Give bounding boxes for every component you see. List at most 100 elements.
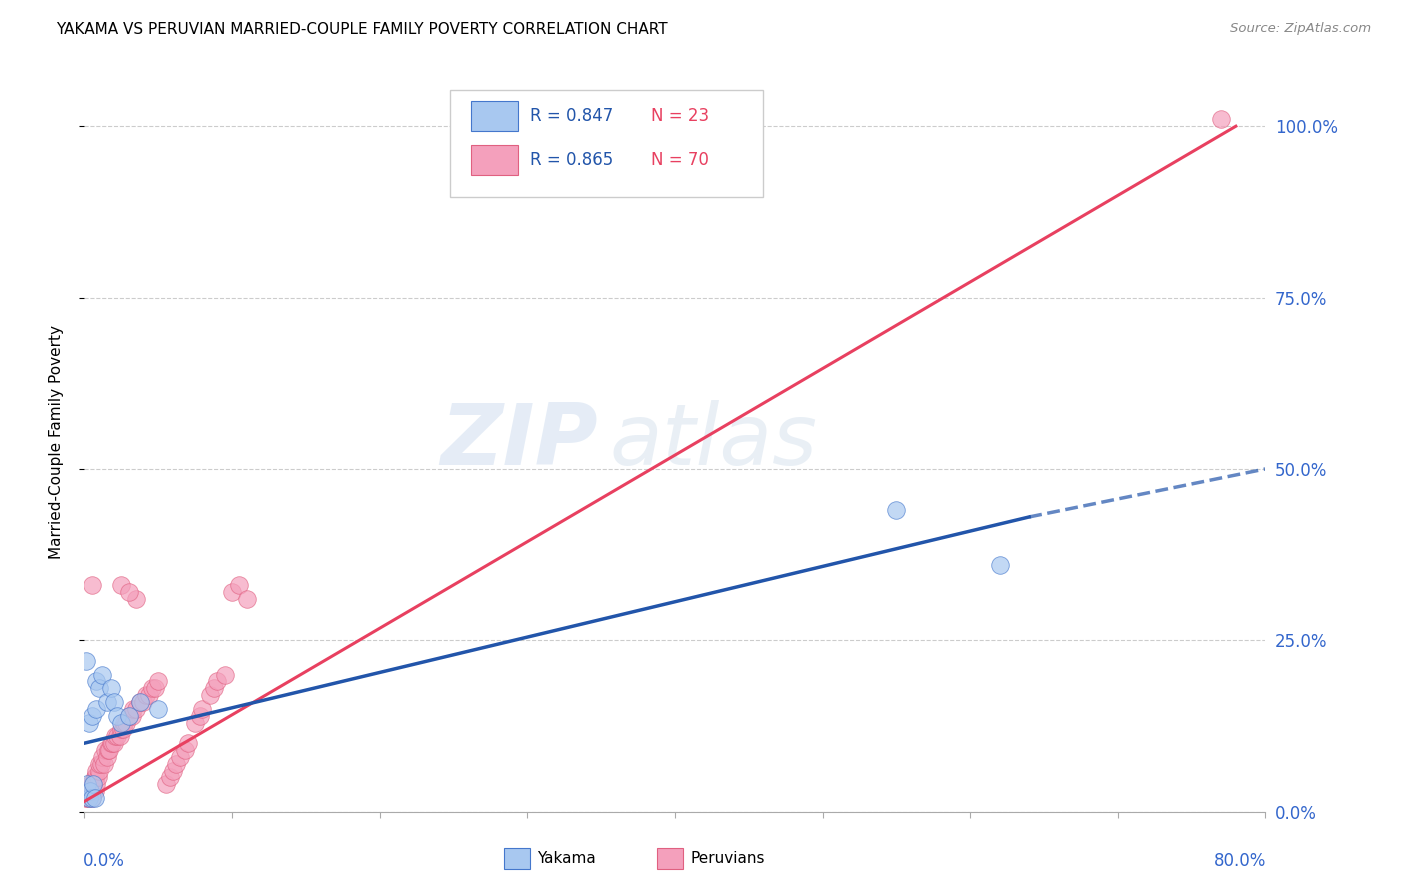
Point: [80, 578, 103, 592]
Point: [155, 777, 177, 791]
Point: [82, 777, 104, 791]
Point: [84, 777, 107, 791]
Point: [188, 708, 211, 723]
Point: [184, 715, 207, 730]
FancyBboxPatch shape: [471, 145, 517, 175]
Point: [76, 791, 98, 805]
Point: [89, 681, 111, 696]
Point: [76, 777, 98, 791]
Point: [988, 558, 1011, 572]
Point: [236, 592, 259, 607]
Point: [110, 723, 132, 737]
FancyBboxPatch shape: [657, 848, 683, 869]
Point: [132, 695, 155, 709]
Point: [75, 654, 97, 668]
Point: [98, 743, 121, 757]
Point: [83, 791, 105, 805]
Point: [103, 736, 125, 750]
Point: [103, 695, 125, 709]
Point: [76, 784, 98, 798]
Point: [118, 708, 141, 723]
Point: [83, 771, 105, 785]
Point: [82, 777, 104, 791]
Point: [91, 667, 114, 681]
Text: Peruvians: Peruvians: [690, 851, 765, 866]
Point: [221, 585, 243, 599]
Text: ZIP: ZIP: [440, 400, 598, 483]
Text: Yakama: Yakama: [537, 851, 596, 866]
Point: [77, 715, 100, 730]
Point: [84, 764, 107, 778]
Text: R = 0.847: R = 0.847: [530, 107, 613, 125]
Point: [105, 708, 128, 723]
Point: [122, 702, 145, 716]
Point: [79, 777, 101, 791]
Point: [141, 681, 163, 696]
Point: [89, 756, 111, 771]
Point: [105, 729, 128, 743]
Point: [91, 750, 114, 764]
Point: [198, 688, 221, 702]
Point: [100, 736, 122, 750]
Point: [90, 756, 112, 771]
Point: [112, 715, 135, 730]
Point: [101, 736, 124, 750]
Point: [191, 702, 214, 716]
Point: [125, 592, 148, 607]
Point: [114, 715, 136, 730]
Point: [96, 750, 118, 764]
FancyBboxPatch shape: [450, 90, 763, 197]
Point: [138, 688, 160, 702]
Point: [77, 791, 100, 805]
Point: [173, 743, 195, 757]
Point: [84, 702, 107, 716]
Text: YAKAMA VS PERUVIAN MARRIED-COUPLE FAMILY POVERTY CORRELATION CHART: YAKAMA VS PERUVIAN MARRIED-COUPLE FAMILY…: [56, 22, 668, 37]
Point: [118, 708, 141, 723]
Point: [79, 784, 101, 798]
Text: atlas: atlas: [610, 400, 818, 483]
Point: [110, 578, 132, 592]
Point: [177, 736, 200, 750]
Point: [202, 681, 225, 696]
Text: N = 70: N = 70: [651, 152, 709, 169]
Point: [110, 715, 132, 730]
Point: [129, 695, 152, 709]
FancyBboxPatch shape: [503, 848, 530, 869]
Text: R = 0.865: R = 0.865: [530, 152, 613, 169]
Text: 0.0%: 0.0%: [83, 853, 125, 871]
Point: [148, 674, 170, 689]
Y-axis label: Married-Couple Family Poverty: Married-Couple Family Poverty: [49, 325, 63, 558]
Point: [97, 743, 120, 757]
Point: [111, 723, 134, 737]
Point: [77, 784, 100, 798]
Point: [125, 702, 148, 716]
Point: [82, 784, 104, 798]
Point: [79, 784, 101, 798]
Point: [205, 674, 228, 689]
Point: [169, 750, 191, 764]
Point: [148, 702, 170, 716]
Point: [108, 729, 131, 743]
Point: [135, 688, 157, 702]
Point: [83, 784, 105, 798]
Point: [165, 756, 187, 771]
Point: [77, 791, 100, 805]
Point: [129, 695, 152, 709]
Point: [143, 681, 166, 696]
Text: N = 23: N = 23: [651, 107, 710, 125]
Point: [80, 777, 103, 791]
Point: [86, 771, 108, 785]
Point: [75, 784, 97, 798]
FancyBboxPatch shape: [471, 101, 517, 130]
Point: [84, 674, 107, 689]
Point: [1209, 112, 1232, 127]
Point: [80, 791, 103, 805]
Point: [80, 708, 103, 723]
Point: [96, 695, 118, 709]
Point: [886, 503, 908, 517]
Point: [162, 764, 184, 778]
Point: [121, 708, 143, 723]
Point: [80, 791, 103, 805]
Point: [104, 729, 127, 743]
Point: [228, 578, 250, 592]
